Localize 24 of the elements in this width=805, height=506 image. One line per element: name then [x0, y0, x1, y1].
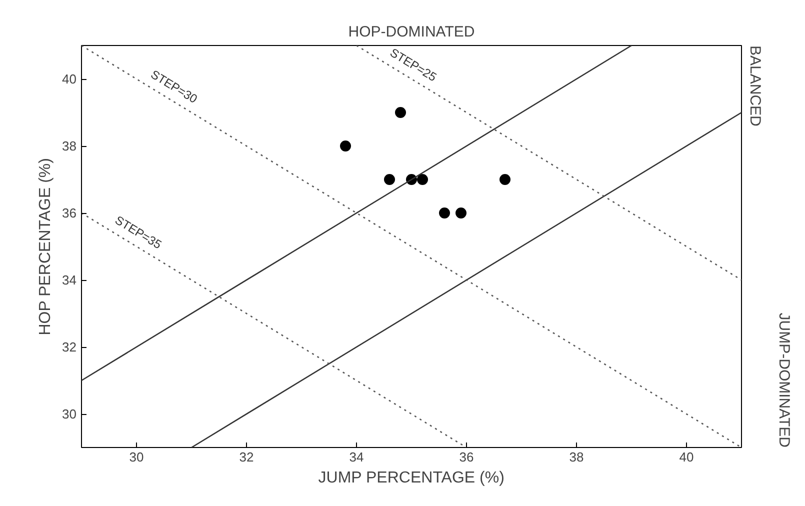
point — [340, 140, 351, 152]
point — [456, 208, 466, 218]
point — [417, 174, 428, 185]
point — [500, 174, 510, 185]
y-tick-label: 40 — [62, 72, 77, 86]
x-tick-label: 36 — [459, 450, 474, 464]
chart-title: HOP-DOMINATED — [348, 24, 475, 40]
x-tick-label: 38 — [569, 450, 584, 464]
x-tick-label: 40 — [679, 450, 694, 464]
y-tick-label: 30 — [62, 406, 77, 422]
point — [384, 174, 395, 185]
y-axis-title: HOP PERCENTAGE (%) — [37, 158, 54, 336]
x-tick-label: 32 — [239, 450, 254, 464]
point — [395, 107, 406, 118]
y-tick-label: 36 — [62, 206, 77, 220]
point — [439, 208, 450, 218]
y-tick-label: 34 — [62, 272, 77, 288]
text: BALANCED — [746, 46, 764, 127]
y-tick-label: 32 — [62, 340, 77, 354]
x-tick-label: 34 — [349, 450, 364, 464]
x-axis-title: JUMP PERCENTAGE (%) — [318, 470, 504, 486]
x-tick-label: 30 — [129, 450, 144, 464]
y-tick-label: 38 — [62, 138, 77, 154]
text: JUMP-DOMINATED — [776, 312, 792, 448]
